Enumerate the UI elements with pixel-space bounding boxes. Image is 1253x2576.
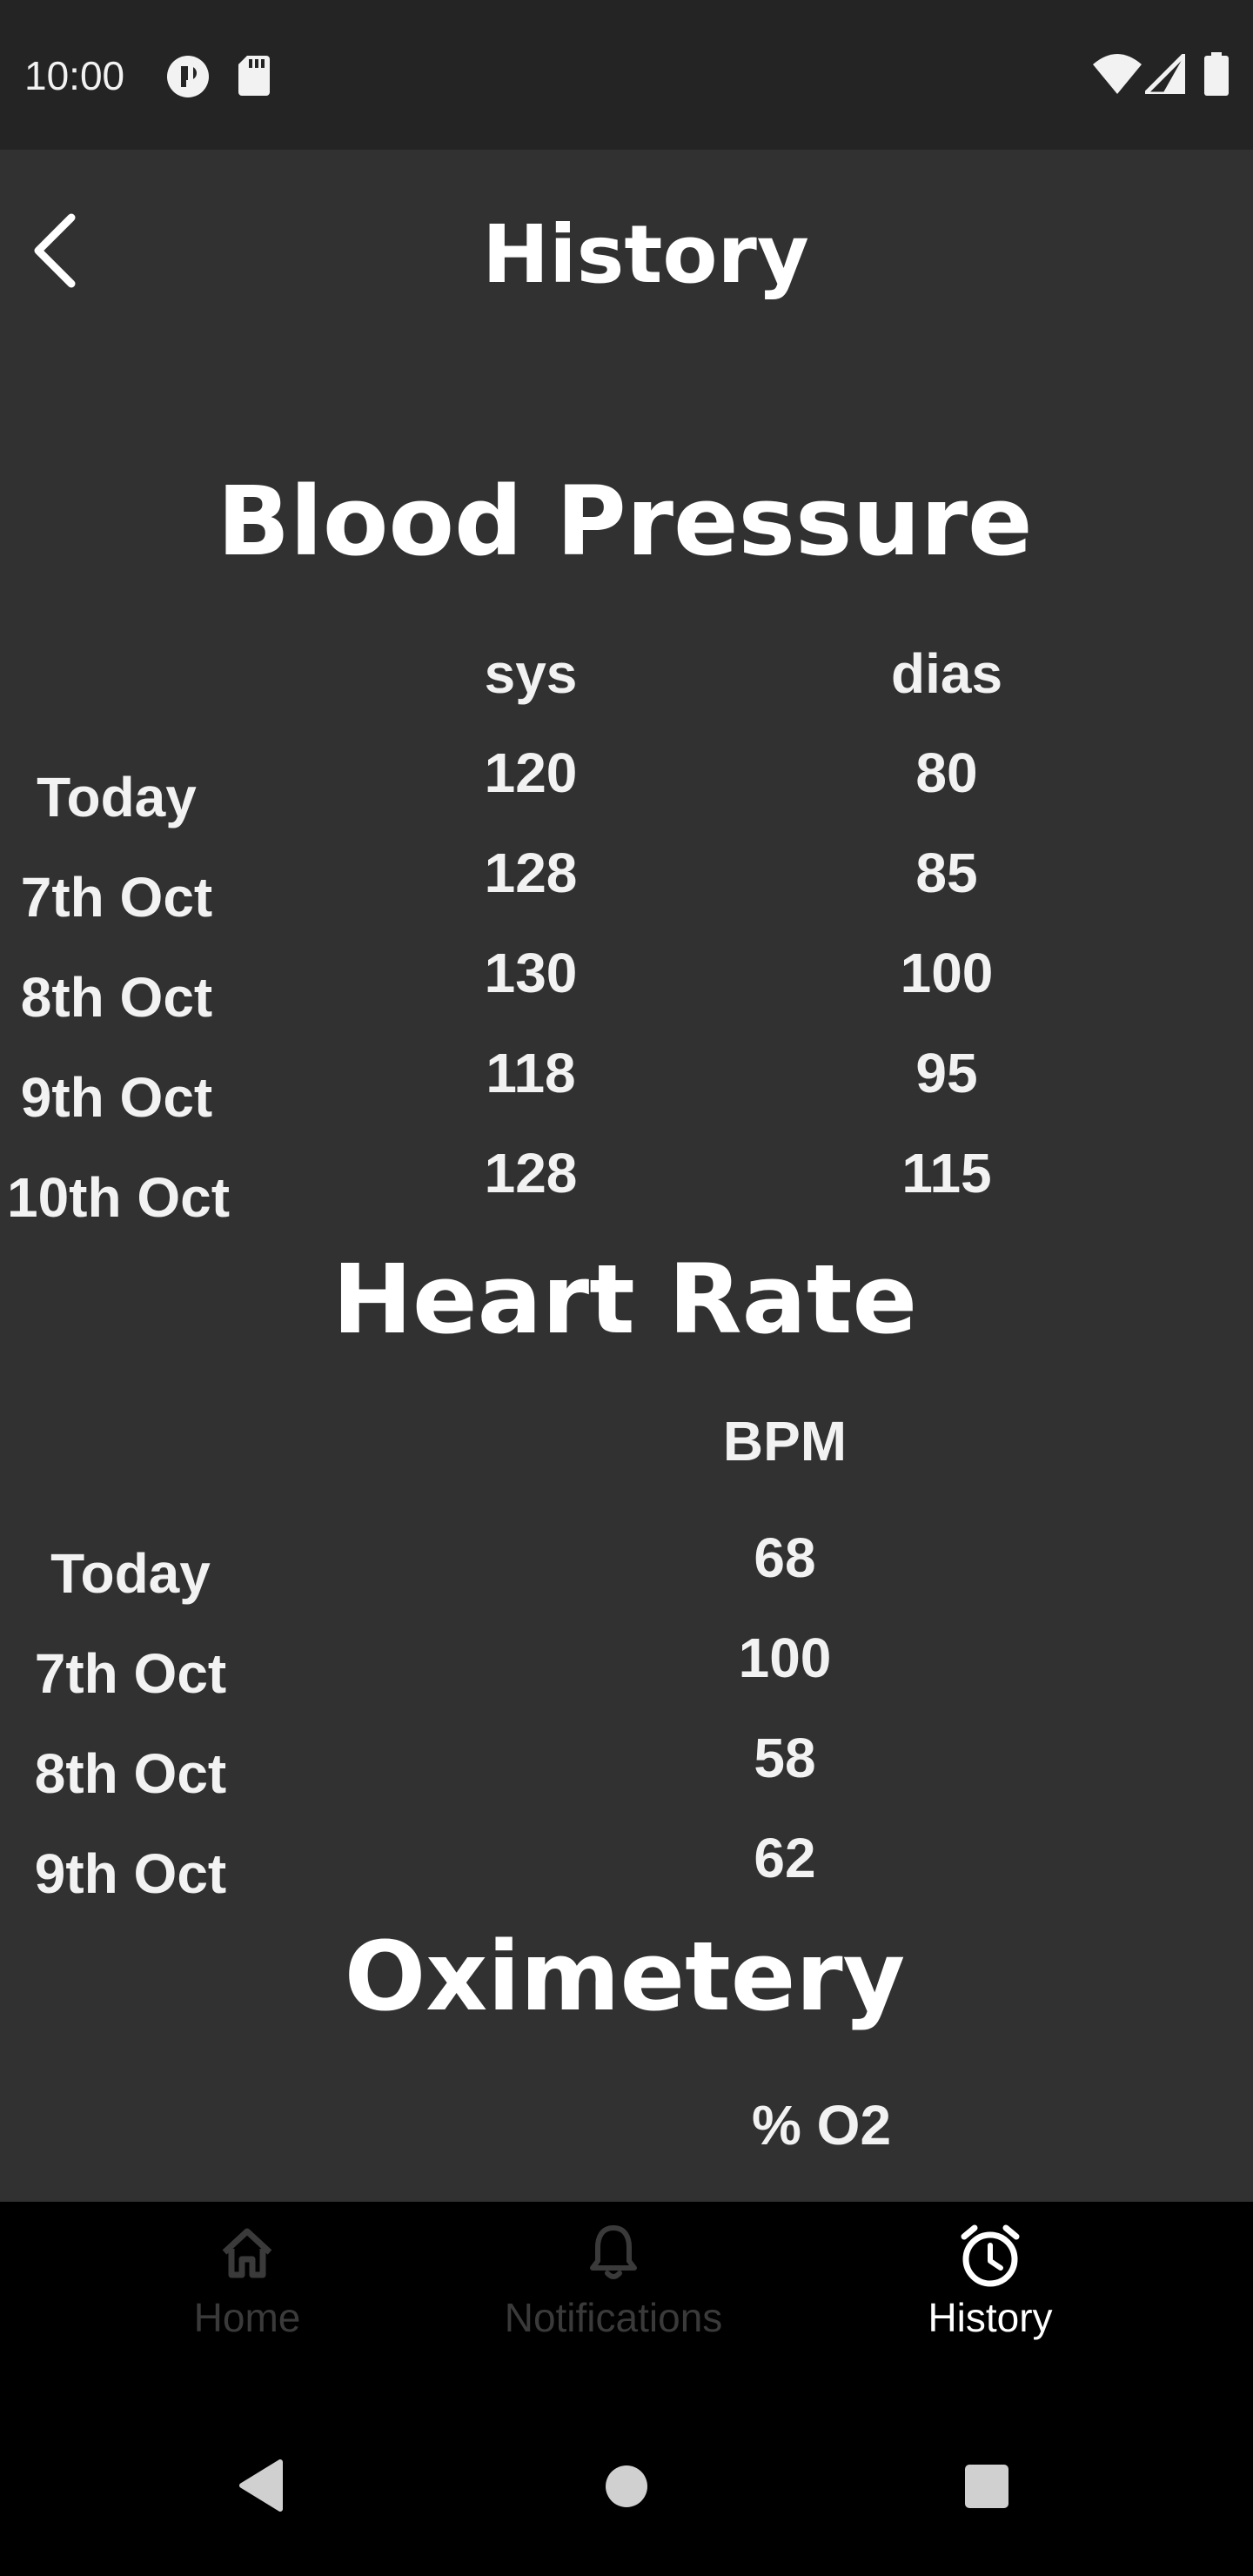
bell-icon <box>590 2225 637 2279</box>
sys-column-header: sys <box>484 642 578 705</box>
bp-row-date: Today <box>37 766 197 828</box>
app-notification-icon <box>167 56 209 97</box>
nav-item-notifications[interactable]: Notifications <box>457 2202 770 2380</box>
bp-row-date: 7th Oct <box>20 866 213 929</box>
nav-label-home: Home <box>193 2295 301 2340</box>
status-time: 10:00 <box>24 53 125 98</box>
bp-row-sys: 130 <box>484 942 578 1004</box>
blood-pressure-title: Blood Pressure <box>217 466 1033 577</box>
hr-row-date: 9th Oct <box>34 1842 227 1905</box>
bp-row-sys: 120 <box>484 741 578 804</box>
sd-card-icon <box>238 56 270 96</box>
bp-row-dias: 100 <box>900 942 994 1004</box>
bp-row-date: 9th Oct <box>20 1066 213 1129</box>
alarm-clock-icon <box>961 2224 1020 2287</box>
oximetery-title: Oximetery <box>344 1921 906 2032</box>
bp-row-sys: 128 <box>484 1142 578 1204</box>
bottom-navigation: Home Notifications History <box>0 2202 1253 2380</box>
bp-row-dias: 115 <box>901 1142 992 1204</box>
hr-row-date: 8th Oct <box>34 1742 227 1805</box>
battery-icon <box>1204 52 1229 96</box>
hr-row-bpm: 62 <box>754 1827 816 1889</box>
bp-row-dias: 80 <box>915 741 978 804</box>
cellular-signal-icon <box>1145 54 1185 94</box>
hr-row-date: Today <box>50 1542 211 1605</box>
heart-rate-title: Heart Rate <box>332 1244 918 1355</box>
wifi-icon <box>1093 54 1142 94</box>
nav-label-notifications: Notifications <box>504 2295 723 2340</box>
nav-item-home[interactable]: Home <box>90 2202 404 2380</box>
recents-square-icon[interactable] <box>964 2464 1009 2509</box>
o2-column-header: % O2 <box>751 2094 892 2157</box>
bp-row-sys: 118 <box>486 1042 576 1104</box>
home-circle-icon[interactable] <box>604 2464 649 2509</box>
status-bar: 10:00 <box>0 0 1253 150</box>
back-arrow-icon[interactable] <box>17 207 87 294</box>
back-triangle-icon[interactable] <box>237 2459 284 2512</box>
bpm-column-header: BPM <box>722 1410 848 1472</box>
bp-row-dias: 95 <box>915 1042 978 1104</box>
bp-row-date: 8th Oct <box>20 966 213 1029</box>
bp-row-dias: 85 <box>915 842 978 904</box>
bp-row-date: 10th Oct <box>6 1166 231 1229</box>
system-navigation-bar <box>0 2380 1253 2576</box>
hr-row-date: 7th Oct <box>34 1642 227 1705</box>
bp-row-sys: 128 <box>484 842 578 904</box>
hr-row-bpm: 68 <box>754 1526 816 1589</box>
page-title: History <box>482 208 809 301</box>
dias-column-header: dias <box>890 642 1003 705</box>
hr-row-bpm: 100 <box>738 1627 832 1689</box>
hr-row-bpm: 58 <box>754 1727 816 1789</box>
nav-label-history: History <box>928 2295 1053 2340</box>
home-icon <box>222 2228 272 2278</box>
nav-item-history[interactable]: History <box>834 2202 1147 2380</box>
